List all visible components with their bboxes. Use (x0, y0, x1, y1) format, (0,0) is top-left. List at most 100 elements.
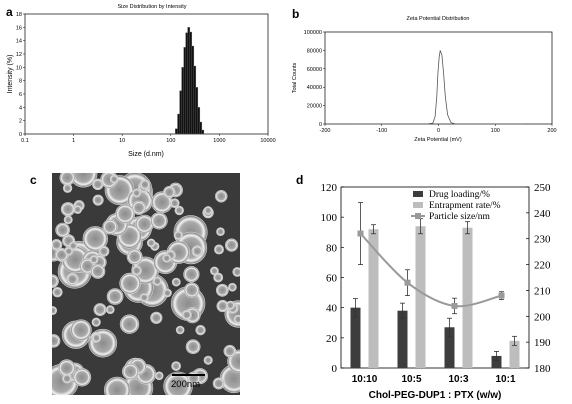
panel-d-right-y-ticks: 180 190 200 210 220 230 240 250 (526, 182, 551, 375)
panel-b-y-tick-label: 60000 (307, 67, 322, 73)
vesicle (215, 283, 229, 297)
panel-a-x-tick-label: 1 (72, 138, 75, 144)
vesicle (203, 206, 213, 215)
panel-d-legend-label: Drug loading/% (429, 190, 490, 200)
vesicle (183, 266, 200, 283)
vesicle (215, 190, 228, 203)
panel-d-y2-tick-label: 200 (534, 311, 551, 323)
vesicle (228, 282, 237, 292)
panel-a-y-tick-label: 18 (16, 12, 22, 18)
vesicle (171, 361, 181, 371)
panel-d-y-tick-label: 80 (326, 242, 338, 254)
panel-a-y-tick-label: 12 (16, 52, 22, 58)
vesicle (119, 314, 140, 334)
panel-b-y-tick-label: 20000 (307, 104, 322, 110)
panel-b: b Zeta Potential Distribution 0 20000 4000… (292, 7, 557, 143)
vesicle (146, 238, 156, 248)
vesicle (210, 266, 219, 276)
vesicle (115, 203, 135, 224)
panel-label-a: a (6, 5, 13, 19)
panel-b-y-label: Total Counts (292, 62, 298, 93)
scale-bar-label: 200nm (171, 379, 200, 390)
panel-d-y-tick-label: 20 (326, 333, 338, 345)
panel-d-bar (509, 340, 520, 368)
panel-d-y2-tick-label: 240 (534, 208, 551, 220)
panel-a-x-tick-label: 10 (119, 138, 125, 144)
panel-d-y2-tick-label: 190 (534, 337, 551, 349)
panel-b-x-tick-label: -200 (319, 128, 330, 134)
vesicle (154, 371, 164, 381)
panel-a-y-tick-label: 0 (19, 132, 22, 138)
vesicle (106, 288, 124, 305)
vesicle (203, 355, 213, 365)
panel-b-y-ticks: 0 20000 40000 60000 80000 100000 (304, 30, 325, 128)
panel-a-y-ticks: 0 2 4 6 8 10 12 14 16 18 (16, 12, 25, 138)
panel-a-title: Size Distribution by Intensity (117, 4, 186, 10)
panel-d-legend-swatch (413, 191, 423, 197)
panel-a-y-label: Intensity (%) (7, 55, 14, 94)
panel-a-x-ticks: 0.1 1 10 100 1000 10000 (21, 134, 276, 144)
vesicle (62, 373, 72, 384)
panel-a-frame (24, 13, 269, 135)
panel-d-category-label: 10:3 (448, 374, 468, 385)
panel-d-line-marker (404, 279, 411, 286)
panel-d-category-label: 10:10 (352, 374, 378, 385)
vesicle (66, 272, 79, 286)
vesicle (64, 246, 74, 256)
vesicle (92, 333, 101, 343)
vesicle (73, 205, 82, 214)
panel-a-bar (197, 107, 201, 135)
vesicle (98, 245, 110, 257)
vesicle (92, 178, 104, 191)
vesicle (132, 188, 141, 198)
panel-a-x-label: Size (d.nm) (128, 151, 164, 158)
panel-label-c: c (30, 173, 37, 187)
panel-d-bar (491, 355, 502, 368)
panel-d: d 0 20 40 60 80 100 120 180 190 200 210 220 230 240 2… (296, 173, 551, 401)
vesicle (109, 174, 119, 184)
panel-d-bar (444, 327, 455, 368)
vesicle (52, 334, 61, 348)
panel-d-y2-tick-label: 210 (534, 285, 551, 297)
vesicle (92, 194, 104, 206)
vesicle (52, 274, 59, 288)
vesicle (139, 179, 151, 190)
panel-b-x-tick-label: 0 (437, 128, 440, 134)
vesicle (55, 222, 70, 238)
panel-d-legend-label: Particle size/nm (429, 212, 491, 222)
panel-a-y-tick-label: 4 (19, 105, 22, 111)
panel-b-x-label: Zeta Potential (mV) (414, 137, 462, 143)
panel-b-x-tick-label: 200 (547, 128, 556, 134)
panel-d-y2-tick-label: 250 (534, 182, 551, 194)
vesicle (162, 253, 172, 263)
vesicle (105, 305, 115, 314)
vesicle (224, 238, 239, 252)
vesicle (52, 306, 58, 315)
vesicle (174, 205, 184, 216)
vesicle (52, 239, 63, 251)
panel-a-y-tick-label: 10 (16, 65, 22, 71)
vesicle (91, 317, 101, 327)
panel-b-y-tick-label: 40000 (307, 85, 322, 91)
panel-b-x-ticks: -200 -100 0 100 200 (319, 124, 557, 134)
vesicle (233, 314, 240, 324)
panel-d-x-label: Chol-PEG-DUP1 : PTX (w/w) (369, 390, 502, 401)
panel-d-legend-marker (415, 213, 421, 219)
vesicle (59, 173, 76, 186)
vesicle (122, 363, 139, 380)
vesicle (89, 255, 99, 264)
panel-a-x-tick-label: 0.1 (21, 138, 29, 144)
vesicle (173, 230, 183, 240)
panel-b-frame (324, 31, 553, 125)
panel-d-y-tick-label: 120 (321, 182, 338, 194)
panel-label-d: d (296, 173, 303, 187)
panel-d-line-marker (357, 230, 364, 237)
panel-a-bar (175, 128, 178, 135)
panel-b-y-tick-label: 80000 (307, 48, 322, 54)
panel-d-bar (415, 226, 426, 368)
panel-d-bars (350, 218, 520, 368)
panel-d-particle-size-line (357, 202, 505, 315)
panel-a-bar (199, 121, 203, 135)
panel-label-b: b (292, 7, 299, 21)
